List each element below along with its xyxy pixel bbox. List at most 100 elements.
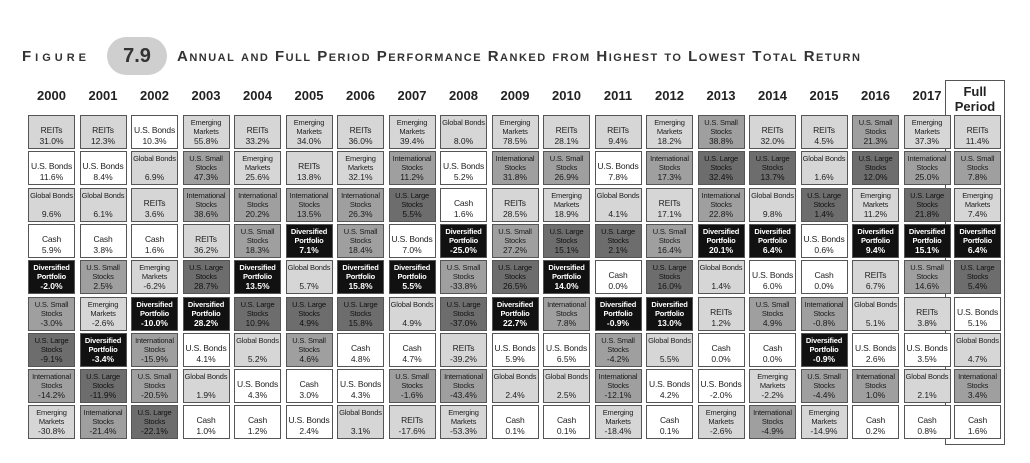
asset-cell: Global Bonds 4.7%: [954, 332, 1001, 367]
asset-name: Emerging Markets: [448, 408, 479, 427]
asset-name: Global Bonds: [854, 299, 897, 309]
asset-name: U.S. Bonds: [649, 379, 690, 390]
asset-return: 3.6%: [144, 208, 165, 219]
asset-cell: Global Bonds 8.0%: [440, 115, 487, 149]
asset-return: -2.0%: [709, 390, 733, 401]
asset-return: 7.8%: [556, 317, 577, 328]
asset-cell: Global Bonds 2.4%: [491, 369, 539, 404]
asset-cell: REITs -39.2%: [440, 332, 487, 367]
asset-name: International Stocks: [186, 190, 226, 209]
asset-cell: U.S. Large Stocks -22.1%: [131, 405, 178, 440]
asset-name: U.S. Bonds: [957, 306, 998, 317]
asset-name: Global Bonds: [699, 263, 743, 273]
asset-return: 4.9%: [299, 317, 319, 328]
asset-return: 5.1%: [967, 317, 988, 328]
asset-return: -12.1%: [604, 390, 632, 401]
asset-return: 21.3%: [863, 136, 888, 146]
asset-cell: U.S. Bonds 4.2%: [646, 369, 693, 404]
asset-name: Cash: [299, 379, 319, 390]
asset-name: Global Bonds: [493, 372, 537, 382]
asset-name: REITs: [658, 197, 681, 208]
asset-cell: Cash 0.1%: [543, 405, 590, 440]
asset-name: U.S. Large Stocks: [549, 226, 584, 245]
asset-return: 21.8%: [914, 208, 940, 219]
asset-return: 7.1%: [299, 244, 319, 255]
asset-name: Emerging Markets: [808, 408, 840, 427]
asset-cell: U.S. Bonds 7.8%: [594, 151, 642, 186]
asset-return: 2.5%: [93, 281, 113, 292]
asset-return: 1.9%: [196, 390, 216, 401]
year-header-2015: 2015: [809, 88, 839, 103]
asset-name: U.S. Bonds: [134, 125, 175, 135]
asset-return: 6.5%: [556, 353, 577, 364]
asset-return: 4.1%: [608, 208, 628, 219]
asset-return: -6.2%: [143, 281, 166, 292]
year-header-2004: 2004: [243, 88, 272, 103]
asset-name: Emerging Markets: [139, 263, 170, 282]
asset-cell: REITs 17.1%: [646, 187, 693, 222]
asset-name: Cash: [41, 233, 62, 244]
asset-return: 4.9%: [402, 317, 422, 328]
asset-return: 3.5%: [917, 353, 937, 364]
asset-cell: Diversified Portfolio 28.2%: [182, 296, 230, 331]
asset-name: U.S. Large Stocks: [34, 335, 69, 354]
asset-cell: U.S. Large Stocks -11.9%: [79, 369, 127, 404]
asset-name: Cash: [505, 415, 525, 426]
asset-return: -0.8%: [812, 317, 836, 328]
asset-name: U.S. Bonds: [443, 161, 484, 172]
asset-cell: U.S. Large Stocks -37.0%: [440, 296, 487, 331]
asset-name: U.S. Bonds: [855, 342, 896, 353]
asset-cell: International Stocks 31.8%: [491, 151, 539, 186]
asset-return: 10.9%: [245, 317, 270, 328]
asset-name: International Stocks: [804, 299, 844, 318]
asset-name: U.S. Small Stocks: [292, 335, 326, 354]
asset-return: 38.6%: [193, 208, 219, 219]
asset-cell: International Stocks 38.6%: [182, 187, 230, 222]
asset-return: 26.3%: [348, 208, 373, 219]
asset-return: 7.0%: [402, 244, 422, 255]
asset-name: REITs: [607, 125, 629, 135]
asset-cell: Emerging Markets 39.4%: [388, 115, 436, 149]
figure-header: Figure 7.9 Annual and Full Period Perfor…: [22, 37, 862, 75]
asset-cell: U.S. Bonds 4.3%: [234, 369, 281, 404]
asset-name: International Stocks: [598, 372, 638, 391]
year-header-2002: 2002: [140, 88, 169, 103]
asset-return: 5.1%: [865, 317, 886, 328]
asset-return: 2.4%: [299, 426, 319, 437]
asset-cell: REITs 28.5%: [491, 187, 539, 222]
asset-cell: U.S. Large Stocks 1.4%: [800, 187, 848, 222]
asset-return: 6.0%: [762, 281, 783, 292]
asset-cell: Emerging Markets 25.6%: [234, 151, 281, 186]
asset-cell: U.S. Large Stocks 15.1%: [543, 223, 590, 258]
asset-cell: Cash 3.8%: [79, 223, 127, 258]
asset-return: 9.8%: [762, 208, 783, 219]
asset-return: 33.2%: [245, 136, 270, 146]
asset-return: 47.3%: [193, 172, 219, 183]
asset-name: Global Bonds: [545, 372, 588, 382]
asset-name: U.S. Bonds: [185, 342, 227, 353]
asset-cell: U.S. Small Stocks 26.9%: [543, 151, 590, 186]
asset-cell: U.S. Large Stocks 12.0%: [852, 151, 899, 186]
asset-name: Diversified Portfolio: [33, 263, 70, 282]
asset-cell: U.S. Large Stocks 26.5%: [491, 260, 539, 295]
asset-name: International Stocks: [856, 372, 895, 391]
asset-name: REITs: [246, 125, 269, 135]
asset-name: REITs: [401, 415, 423, 426]
asset-return: 22.8%: [708, 208, 734, 219]
asset-return: -18.4%: [604, 426, 632, 437]
asset-return: 32.0%: [760, 136, 785, 146]
asset-return: 34.0%: [296, 136, 322, 146]
asset-cell: REITs 32.0%: [749, 115, 796, 149]
asset-return: 78.5%: [502, 136, 528, 146]
asset-return: 25.0%: [914, 172, 940, 183]
asset-cell: Diversified Portfolio -0.9%: [594, 296, 642, 331]
asset-name: U.S. Large Stocks: [910, 190, 944, 209]
asset-return: -14.9%: [810, 426, 838, 437]
asset-name: U.S. Small Stocks: [549, 154, 584, 173]
asset-cell: Emerging Markets -2.6%: [697, 405, 745, 440]
year-header-2011: 2011: [603, 88, 633, 103]
asset-cell: Cash 0.1%: [646, 405, 693, 440]
asset-cell: REITs 28.1%: [543, 115, 590, 149]
asset-name: Cash: [144, 233, 165, 244]
asset-cell: REITs 12.3%: [79, 115, 127, 149]
